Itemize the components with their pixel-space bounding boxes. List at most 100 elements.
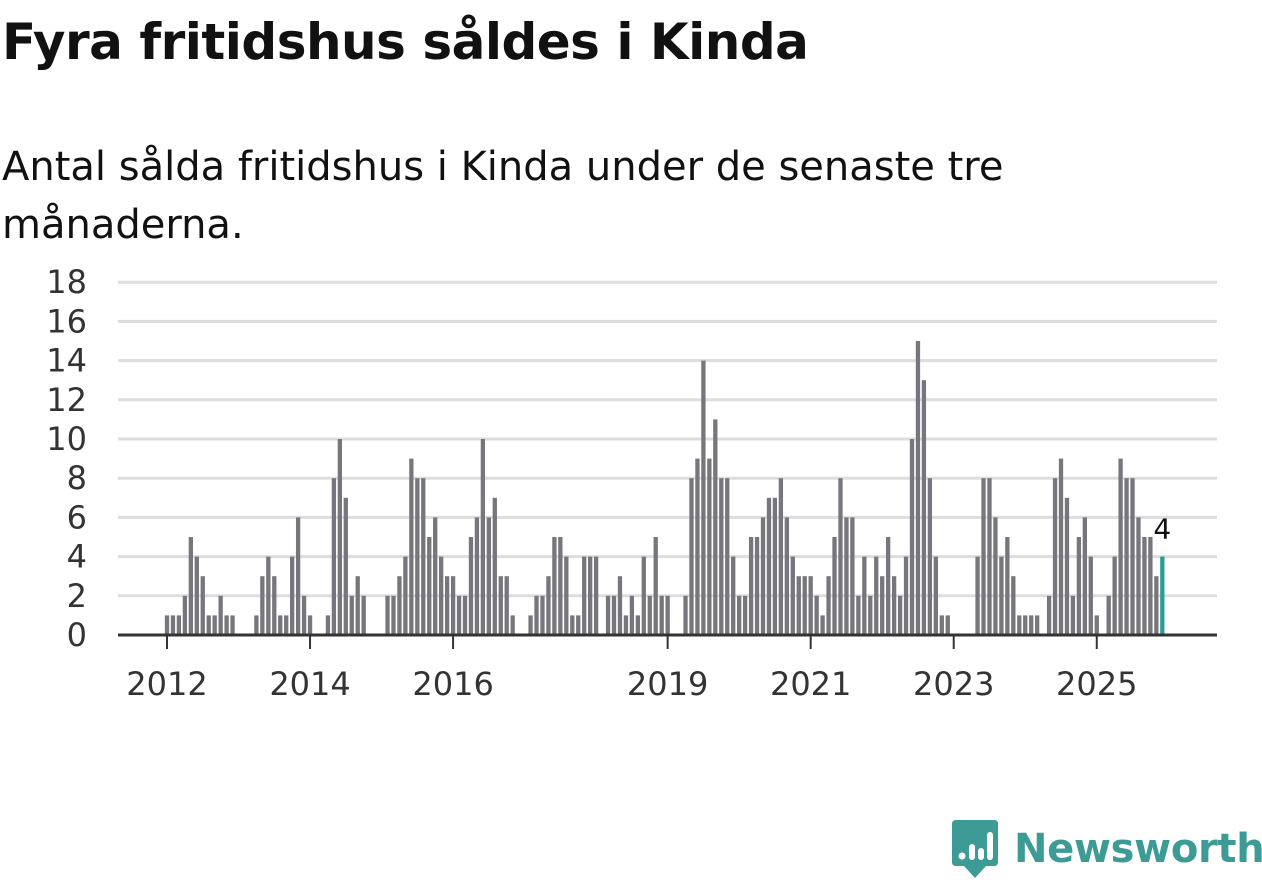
bar <box>266 556 271 635</box>
bar <box>921 380 927 635</box>
bar <box>915 341 921 635</box>
bar <box>278 615 283 635</box>
bar <box>301 595 307 635</box>
bar <box>760 517 766 635</box>
bar <box>981 478 986 635</box>
bar <box>540 595 545 635</box>
bar <box>784 517 789 635</box>
bar <box>337 439 342 635</box>
bar <box>343 497 348 635</box>
bar-highlight <box>1160 556 1165 635</box>
bar <box>742 595 748 635</box>
bar <box>903 556 909 635</box>
bar <box>1017 615 1022 635</box>
y-tick-label: 4 <box>67 538 87 576</box>
bar <box>290 556 295 635</box>
bar <box>164 615 170 635</box>
bar <box>945 615 950 635</box>
bar <box>349 595 354 635</box>
bar <box>832 537 837 635</box>
x-tick-label: 2025 <box>1056 665 1137 703</box>
bar <box>427 537 432 635</box>
gridlines <box>118 280 1217 598</box>
bar <box>1005 537 1010 635</box>
bar <box>1011 576 1016 635</box>
bar <box>617 576 623 635</box>
bar <box>689 478 694 635</box>
bar <box>766 497 772 635</box>
x-tick-label: 2023 <box>913 665 994 703</box>
bar <box>486 517 491 635</box>
x-tick-label: 2016 <box>412 665 493 703</box>
bar <box>719 478 724 635</box>
bar <box>933 556 938 635</box>
bar <box>629 595 635 635</box>
bar <box>1154 576 1159 635</box>
bar <box>385 595 390 635</box>
bar <box>588 556 593 635</box>
y-tick-label: 16 <box>46 302 87 340</box>
bar <box>176 615 182 635</box>
bar <box>987 478 992 635</box>
bar <box>444 576 450 635</box>
bar <box>391 595 396 635</box>
bar <box>802 576 807 635</box>
bar <box>993 517 998 635</box>
bar <box>653 537 658 635</box>
y-tick-label: 6 <box>67 498 87 536</box>
bar <box>421 478 426 635</box>
chart-title: Fyra fritidshus såldes i Kinda <box>2 13 809 71</box>
bar <box>361 595 366 635</box>
bar <box>1118 458 1123 635</box>
bar <box>897 595 903 635</box>
bar <box>254 615 259 635</box>
bar <box>1082 517 1087 635</box>
bar <box>820 615 825 635</box>
bar <box>856 595 861 635</box>
bar <box>909 439 915 635</box>
bar <box>731 556 736 635</box>
bar <box>1052 478 1058 635</box>
bar <box>1023 615 1028 635</box>
bar <box>1112 556 1117 635</box>
bar <box>1094 615 1099 635</box>
bar <box>504 576 509 635</box>
bar <box>295 517 301 635</box>
bar <box>701 360 706 635</box>
bar <box>778 478 784 635</box>
x-tick-label: 2019 <box>627 665 708 703</box>
bar <box>1142 537 1147 635</box>
bar <box>456 595 462 635</box>
bar <box>772 497 778 635</box>
x-tick-label: 2014 <box>269 665 350 703</box>
bar <box>1148 537 1153 635</box>
bar <box>1136 517 1141 635</box>
bar <box>564 556 569 635</box>
bar <box>1035 615 1040 635</box>
bar <box>468 537 474 635</box>
highlight-value-label: 4 <box>1153 513 1171 546</box>
bar <box>331 478 337 635</box>
y-tick-label: 10 <box>46 420 87 458</box>
bar <box>224 615 229 635</box>
bar <box>462 595 468 635</box>
bar <box>695 458 700 635</box>
bar <box>409 458 414 635</box>
bar <box>748 537 754 635</box>
bar <box>439 556 444 635</box>
bar <box>1130 478 1135 635</box>
bar <box>647 595 652 635</box>
bar <box>546 576 551 635</box>
bar <box>975 556 980 635</box>
bar <box>284 615 289 635</box>
bar <box>1058 458 1064 635</box>
bar <box>683 595 688 635</box>
bar <box>862 556 867 635</box>
bar <box>874 556 879 635</box>
bar <box>218 595 223 635</box>
bar <box>838 478 843 635</box>
bar <box>880 576 885 635</box>
bar <box>474 517 480 635</box>
bar <box>826 576 831 635</box>
y-tick-label: 0 <box>67 616 87 654</box>
